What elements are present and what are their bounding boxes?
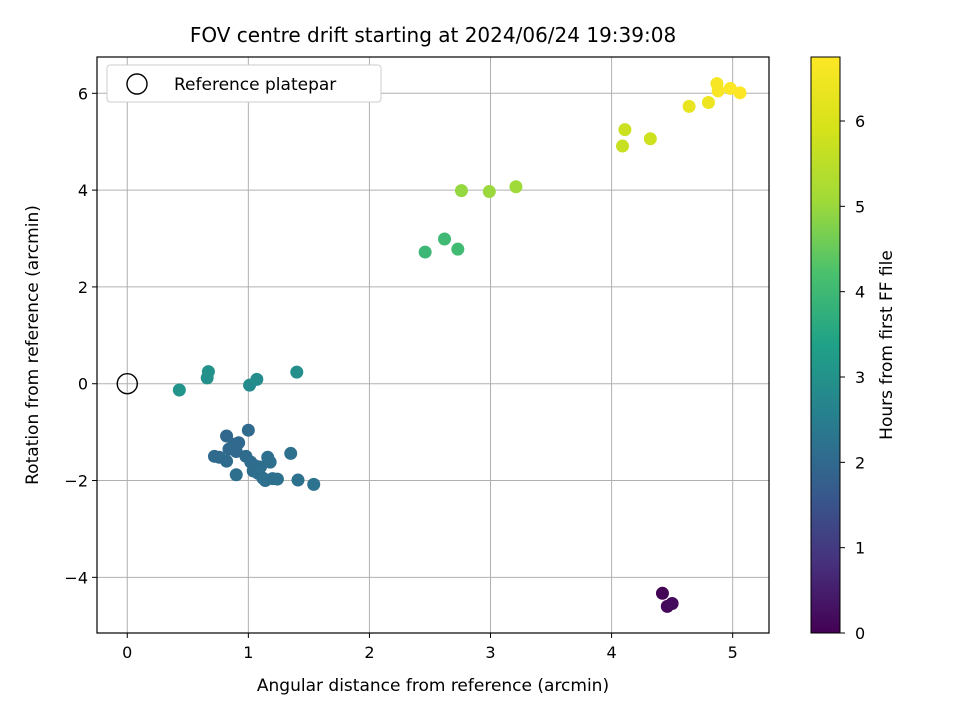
data-point xyxy=(454,184,468,198)
colorbar: 0 1 2 3 4 5 6 Hours from first FF file xyxy=(810,56,897,643)
data-point xyxy=(201,365,215,379)
y-axis-label: Rotation from reference (arcmin) xyxy=(23,205,43,485)
grid-lines xyxy=(97,57,769,633)
chart-title: FOV centre drift starting at 2024/06/24 … xyxy=(190,23,676,47)
x-axis-label: Angular distance from reference (arcmin) xyxy=(257,676,609,696)
legend-label-reference: Reference platepar xyxy=(174,75,336,95)
data-point xyxy=(711,84,725,98)
data-point xyxy=(270,472,284,486)
data-point xyxy=(643,132,657,146)
data-point xyxy=(701,95,715,109)
colorbar-gradient xyxy=(810,56,841,634)
reference-marker xyxy=(116,373,138,395)
data-point xyxy=(618,123,632,137)
y-tick-label: −2 xyxy=(64,472,88,491)
data-point xyxy=(665,596,679,610)
data-point xyxy=(733,86,747,100)
colorbar-tick-label: 3 xyxy=(855,368,865,387)
data-point xyxy=(655,586,669,600)
data-point xyxy=(438,232,452,246)
data-point xyxy=(241,423,255,437)
data-point xyxy=(263,455,277,469)
data-point xyxy=(284,446,298,460)
reference-point xyxy=(116,373,138,395)
x-axis-ticks: 0 1 2 3 4 5 xyxy=(122,633,738,662)
colorbar-tick-label: 6 xyxy=(855,112,865,131)
legend-box xyxy=(106,64,382,103)
x-tick-label: 2 xyxy=(364,643,374,662)
y-tick-label: 0 xyxy=(78,375,88,394)
data-point xyxy=(615,139,629,153)
x-tick-label: 0 xyxy=(122,643,132,662)
y-axis-ticks: −4 −2 0 2 4 6 xyxy=(64,84,97,587)
data-point xyxy=(509,180,523,194)
y-tick-label: −4 xyxy=(64,568,88,587)
data-point xyxy=(291,473,305,487)
colorbar-label: Hours from first FF file xyxy=(877,250,897,440)
colorbar-tick-label: 5 xyxy=(855,197,865,216)
data-point xyxy=(307,477,321,491)
x-tick-label: 5 xyxy=(728,643,738,662)
x-tick-label: 3 xyxy=(485,643,495,662)
data-point xyxy=(229,468,243,482)
y-tick-label: 6 xyxy=(78,84,88,103)
colorbar-ticks: 0 1 2 3 4 5 6 xyxy=(840,112,865,643)
data-point xyxy=(250,372,264,386)
x-tick-label: 1 xyxy=(243,643,253,662)
x-tick-label: 4 xyxy=(607,643,617,662)
colorbar-tick-label: 4 xyxy=(855,283,865,302)
legend-marker-icon xyxy=(126,73,148,95)
data-point xyxy=(482,185,496,199)
data-point xyxy=(172,383,186,397)
colorbar-tick-label: 1 xyxy=(855,539,865,558)
scatter-points xyxy=(172,77,747,613)
data-point xyxy=(220,454,234,468)
data-point xyxy=(451,242,465,256)
legend: Reference platepar xyxy=(106,64,382,103)
plot-frame xyxy=(96,56,770,634)
data-point xyxy=(290,365,304,379)
y-tick-label: 4 xyxy=(78,181,88,200)
data-point xyxy=(723,81,737,95)
y-tick-label: 2 xyxy=(78,278,88,297)
data-point xyxy=(418,245,432,259)
data-point xyxy=(682,99,696,113)
data-point xyxy=(229,444,243,458)
colorbar-tick-label: 0 xyxy=(855,624,865,643)
colorbar-tick-label: 2 xyxy=(855,453,865,472)
